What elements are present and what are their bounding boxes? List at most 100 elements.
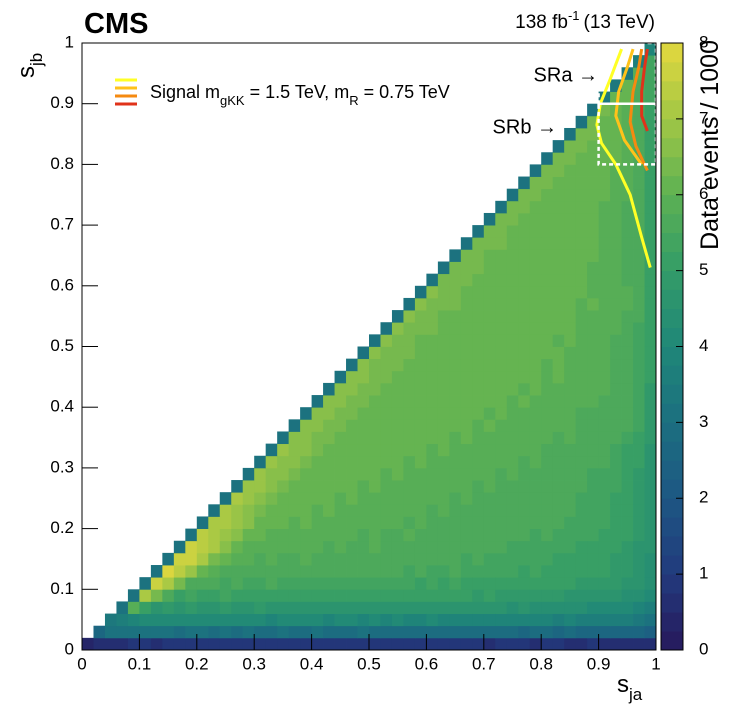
heatmap-cell <box>426 540 439 554</box>
heatmap-cell <box>380 601 393 614</box>
heatmap-cell <box>414 310 427 323</box>
heatmap-cell <box>506 637 519 651</box>
heatmap-cell <box>254 467 267 481</box>
heatmap-cell <box>173 637 186 651</box>
heatmap-cell <box>621 528 634 542</box>
heatmap-cell <box>334 528 347 542</box>
heatmap-cell <box>564 188 577 202</box>
heatmap-cell <box>495 565 508 578</box>
heatmap-cell <box>288 516 301 529</box>
heatmap-cell <box>529 540 542 554</box>
heatmap-cell <box>598 443 611 457</box>
heatmap-cell <box>346 504 358 517</box>
heatmap-cell <box>414 334 427 347</box>
heatmap-cell <box>633 613 645 627</box>
heatmap-cell <box>116 637 129 651</box>
heatmap-cell <box>633 625 645 639</box>
heatmap-cell <box>311 577 324 590</box>
heatmap-cell <box>185 589 198 602</box>
colorbar-band <box>661 99 683 120</box>
heatmap-cell <box>185 540 198 554</box>
heatmap-cell <box>633 443 645 457</box>
heatmap-cell <box>495 601 508 614</box>
heatmap-cell <box>564 480 577 493</box>
heatmap-cell <box>644 395 657 408</box>
heatmap-cell <box>644 127 657 141</box>
heatmap-cell <box>242 540 255 554</box>
heatmap-cell <box>541 492 554 505</box>
heatmap-cell <box>472 467 485 481</box>
heatmap-cell <box>472 261 485 275</box>
heatmap-cell <box>162 601 175 614</box>
heatmap-cell <box>231 504 244 517</box>
heatmap-cell <box>254 455 267 469</box>
heatmap-cell <box>633 140 645 153</box>
heatmap-cell <box>598 91 611 105</box>
heatmap-cell <box>598 273 611 287</box>
heatmap-cell <box>633 115 645 129</box>
heatmap-cell <box>369 395 381 408</box>
heatmap-cell <box>346 552 358 566</box>
heatmap-cell <box>483 625 496 639</box>
heatmap-cell <box>369 492 381 505</box>
colorbar-band <box>661 479 683 499</box>
heatmap-cell <box>185 637 198 651</box>
heatmap-cell <box>564 152 577 165</box>
heatmap-cell <box>587 285 599 299</box>
heatmap-cell <box>311 601 324 614</box>
heatmap-cell <box>323 480 335 493</box>
heatmap-cell <box>495 613 508 627</box>
heatmap-cell <box>426 370 439 384</box>
heatmap-cell <box>426 516 439 529</box>
heatmap-cell <box>323 395 335 408</box>
heatmap-cell <box>449 285 462 299</box>
heatmap-cell <box>334 565 347 578</box>
heatmap-cell <box>139 637 152 651</box>
heatmap-cell <box>564 237 577 250</box>
heatmap-cell <box>610 637 622 651</box>
heatmap-cell <box>311 431 324 445</box>
heatmap-cell <box>610 625 622 639</box>
colorbar-band <box>661 175 683 196</box>
y-axis-label: sjb <box>13 53 46 78</box>
heatmap-cell <box>610 297 622 311</box>
heatmap-cell <box>529 322 542 335</box>
heatmap-cell <box>277 516 290 529</box>
heatmap-cell <box>449 419 462 432</box>
heatmap-cell <box>564 395 577 408</box>
heatmap-cell <box>334 419 347 432</box>
heatmap-cell <box>621 176 634 190</box>
heatmap-cell <box>483 346 496 360</box>
heatmap-cell <box>437 419 450 432</box>
heatmap-cell <box>518 455 531 469</box>
colorbar-band <box>661 232 683 253</box>
heatmap-cell <box>242 601 255 614</box>
heatmap-cell <box>541 382 554 396</box>
heatmap-cell <box>403 407 416 420</box>
heatmap-cell <box>587 492 599 505</box>
heatmap-cell <box>460 395 473 408</box>
x-tick-label: 0.7 <box>472 654 496 673</box>
heatmap-cell <box>541 285 554 299</box>
heatmap-cell <box>311 552 324 566</box>
heatmap-cell <box>472 237 485 250</box>
heatmap-cell <box>644 540 657 554</box>
colorbar-band <box>661 61 683 82</box>
heatmap-cell <box>575 528 588 542</box>
heatmap-cell <box>552 431 565 445</box>
heatmap-cell <box>300 431 312 445</box>
heatmap-cell <box>644 528 657 542</box>
heatmap-cell <box>414 419 427 432</box>
heatmap-cell <box>564 625 577 639</box>
heatmap-cell <box>610 225 622 238</box>
heatmap-cell <box>633 467 645 481</box>
heatmap-cell <box>644 43 657 56</box>
heatmap-cell <box>426 589 439 602</box>
heatmap-cell <box>633 200 645 214</box>
heatmap-cell <box>150 625 163 639</box>
heatmap-cell <box>518 322 531 335</box>
heatmap-cell <box>518 261 531 275</box>
heatmap-cell <box>564 504 577 517</box>
heatmap-cell <box>403 625 416 639</box>
heatmap-cell <box>449 297 462 311</box>
